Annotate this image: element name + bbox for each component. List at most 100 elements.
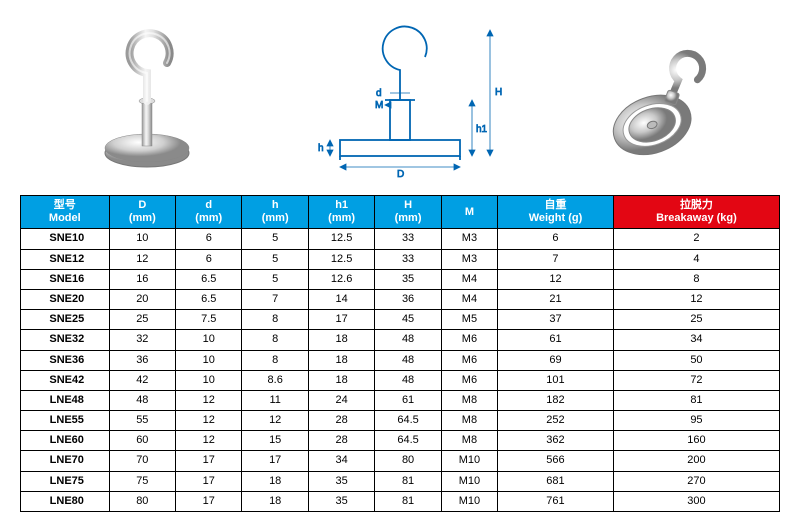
header-cn: 型号 <box>25 199 105 212</box>
data-cell: 761 <box>498 491 614 511</box>
data-cell: 8 <box>242 350 308 370</box>
data-cell: M6 <box>441 350 497 370</box>
data-cell: 34 <box>308 451 374 471</box>
data-cell: 45 <box>375 310 441 330</box>
data-cell: 35 <box>375 269 441 289</box>
data-cell: 42 <box>109 370 175 390</box>
data-cell: 12 <box>613 289 779 309</box>
data-cell: M6 <box>441 370 497 390</box>
data-cell: 10 <box>176 330 242 350</box>
model-cell: LNE75 <box>21 471 110 491</box>
dim-label-h1: h1 <box>476 124 488 135</box>
data-cell: 252 <box>498 411 614 431</box>
model-cell: SNE20 <box>21 289 110 309</box>
table-row: LNE606012152864.5M8362160 <box>21 431 780 451</box>
data-cell: 55 <box>109 411 175 431</box>
data-cell: 17 <box>308 310 374 330</box>
data-cell: 12 <box>176 431 242 451</box>
data-cell: 12 <box>176 411 242 431</box>
data-cell: 18 <box>242 471 308 491</box>
data-cell: M4 <box>441 289 497 309</box>
model-cell: SNE32 <box>21 330 110 350</box>
header-cn: h <box>246 199 303 212</box>
data-cell: 18 <box>242 491 308 511</box>
data-cell: 5 <box>242 249 308 269</box>
data-cell: 35 <box>308 471 374 491</box>
data-cell: 8 <box>613 269 779 289</box>
header-cn: 拉脱力 <box>618 199 775 212</box>
data-cell: M8 <box>441 411 497 431</box>
data-cell: 14 <box>308 289 374 309</box>
header-en: Breakaway (kg) <box>618 212 775 225</box>
column-header: h(mm) <box>242 196 308 229</box>
data-cell: 8 <box>242 310 308 330</box>
dim-label-M: M <box>375 100 383 111</box>
data-cell: 12.6 <box>308 269 374 289</box>
table-row: SNE36361081848M66950 <box>21 350 780 370</box>
model-cell: SNE36 <box>21 350 110 370</box>
data-cell: 70 <box>109 451 175 471</box>
data-cell: 6.5 <box>176 289 242 309</box>
column-header: d(mm) <box>176 196 242 229</box>
data-cell: 24 <box>308 390 374 410</box>
data-cell: 72 <box>613 370 779 390</box>
data-cell: 362 <box>498 431 614 451</box>
column-header: H(mm) <box>375 196 441 229</box>
data-cell: 7 <box>498 249 614 269</box>
data-cell: 25 <box>613 310 779 330</box>
dim-label-h: h <box>318 143 324 154</box>
data-cell: 6 <box>176 229 242 249</box>
data-cell: 12 <box>176 390 242 410</box>
data-cell: 21 <box>498 289 614 309</box>
data-cell: 8.6 <box>242 370 308 390</box>
model-cell: SNE12 <box>21 249 110 269</box>
data-cell: 182 <box>498 390 614 410</box>
data-cell: 101 <box>498 370 614 390</box>
model-cell: SNE10 <box>21 229 110 249</box>
data-cell: 12.5 <box>308 249 374 269</box>
column-header: 自重Weight (g) <box>498 196 614 229</box>
header-cn: 自重 <box>502 199 609 212</box>
header-en: (mm) <box>313 212 370 225</box>
dim-label-H: H <box>495 87 502 98</box>
data-cell: 10 <box>176 350 242 370</box>
table-row: SNE4242108.61848M610172 <box>21 370 780 390</box>
data-cell: 7 <box>242 289 308 309</box>
product-photo-front <box>20 23 273 173</box>
table-row: LNE707017173480M10566200 <box>21 451 780 471</box>
data-cell: 81 <box>613 390 779 410</box>
table-row: LNE555512122864.5M825295 <box>21 411 780 431</box>
table-row: SNE16166.5512.635M4128 <box>21 269 780 289</box>
data-cell: M6 <box>441 330 497 350</box>
data-cell: 2 <box>613 229 779 249</box>
data-cell: 17 <box>176 491 242 511</box>
data-cell: 200 <box>613 451 779 471</box>
header-en: Weight (g) <box>502 212 609 225</box>
table-row: SNE12126512.533M374 <box>21 249 780 269</box>
product-photo-angled <box>527 28 780 168</box>
table-row: LNE808017183581M10761300 <box>21 491 780 511</box>
model-cell: LNE60 <box>21 431 110 451</box>
column-header: D(mm) <box>109 196 175 229</box>
data-cell: 61 <box>498 330 614 350</box>
data-cell: 8 <box>242 330 308 350</box>
data-cell: 17 <box>176 471 242 491</box>
table-row: SNE25257.581745M53725 <box>21 310 780 330</box>
data-cell: M3 <box>441 249 497 269</box>
technical-diagram: D h h1 H d M <box>273 15 526 180</box>
specifications-table: 型号ModelD(mm)d(mm)h(mm)h1(mm)H(mm)M自重Weig… <box>20 195 780 512</box>
data-cell: 12 <box>242 411 308 431</box>
data-cell: 28 <box>308 411 374 431</box>
data-cell: 681 <box>498 471 614 491</box>
data-cell: 4 <box>613 249 779 269</box>
column-header: M <box>441 196 497 229</box>
data-cell: 10 <box>176 370 242 390</box>
data-cell: M8 <box>441 390 497 410</box>
data-cell: 48 <box>375 330 441 350</box>
table-row: LNE757517183581M10681270 <box>21 471 780 491</box>
data-cell: 95 <box>613 411 779 431</box>
data-cell: 20 <box>109 289 175 309</box>
data-cell: M3 <box>441 229 497 249</box>
table-header-row: 型号ModelD(mm)d(mm)h(mm)h1(mm)H(mm)M自重Weig… <box>21 196 780 229</box>
data-cell: 34 <box>613 330 779 350</box>
